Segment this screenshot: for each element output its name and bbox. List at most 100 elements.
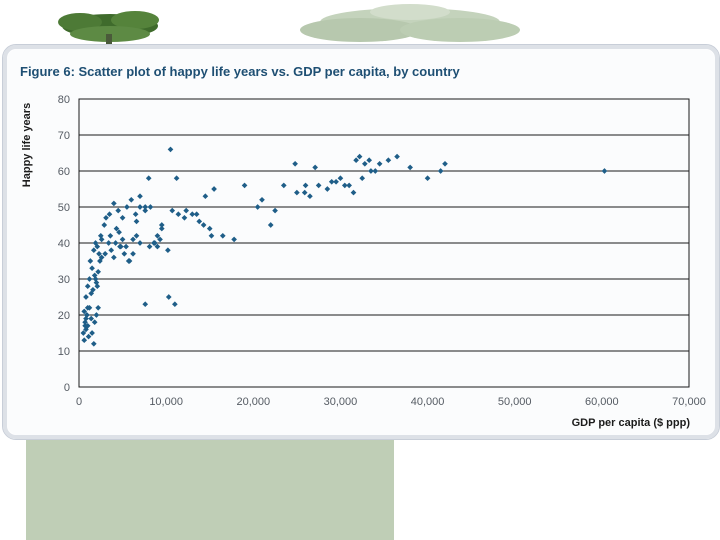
data-point — [302, 182, 309, 189]
data-point — [333, 178, 339, 185]
data-point — [324, 186, 331, 192]
data-point — [88, 315, 95, 322]
data-point — [385, 157, 392, 164]
data-point — [437, 168, 444, 174]
y-axis-label: Happy life years — [21, 103, 33, 187]
data-point — [116, 229, 122, 236]
data-point — [372, 168, 379, 174]
data-point — [133, 218, 140, 225]
data-point — [181, 214, 188, 221]
x-tick-label: 30,000 — [324, 396, 358, 408]
data-point — [94, 243, 101, 250]
data-point — [154, 232, 161, 239]
data-point — [376, 160, 383, 167]
data-point — [130, 236, 136, 243]
data-point — [124, 204, 130, 210]
data-points — [80, 146, 608, 347]
data-point — [85, 333, 92, 340]
data-point — [137, 204, 143, 210]
y-tick-label: 20 — [58, 310, 70, 322]
data-point — [165, 294, 172, 300]
data-point — [301, 189, 308, 196]
data-point — [90, 286, 96, 293]
data-point — [142, 204, 149, 210]
data-point — [86, 304, 93, 311]
data-point — [173, 175, 180, 182]
data-point — [137, 240, 143, 246]
data-point — [112, 240, 119, 246]
data-point — [107, 232, 114, 239]
data-point — [111, 200, 117, 207]
data-point — [292, 160, 298, 167]
data-point — [158, 222, 165, 228]
data-point — [90, 247, 97, 254]
data-point — [119, 214, 126, 221]
data-point — [151, 240, 158, 246]
data-point — [328, 178, 335, 185]
data-point — [189, 211, 196, 218]
data-point — [95, 304, 101, 311]
data-point — [267, 222, 274, 228]
y-tick-label: 70 — [58, 130, 70, 142]
data-point — [128, 196, 135, 203]
data-point — [83, 294, 89, 300]
data-point — [130, 250, 136, 257]
data-point — [145, 175, 152, 182]
data-point — [165, 247, 171, 254]
x-tick-label: 10,000 — [149, 396, 183, 408]
data-point — [111, 254, 117, 261]
data-point — [196, 218, 203, 225]
data-point — [307, 193, 313, 200]
data-point — [157, 236, 163, 243]
data-point — [362, 160, 368, 167]
data-point — [442, 160, 448, 167]
data-point — [341, 182, 348, 189]
data-point — [98, 254, 105, 261]
x-axis-label: GDP per capita ($ ppp) — [572, 417, 691, 429]
data-point — [102, 250, 108, 257]
data-point — [172, 301, 178, 308]
data-point — [132, 211, 139, 218]
data-point — [200, 222, 207, 228]
data-point — [356, 153, 363, 160]
data-point — [219, 232, 226, 239]
data-point — [169, 207, 176, 214]
data-point — [84, 312, 90, 318]
data-point — [90, 340, 97, 347]
data-point — [280, 182, 287, 189]
data-point — [259, 196, 265, 203]
data-point — [84, 283, 91, 290]
y-tick-label: 30 — [58, 274, 70, 286]
data-point — [175, 211, 182, 218]
data-point — [81, 337, 88, 344]
data-point — [115, 207, 122, 214]
data-point — [183, 207, 190, 214]
data-point — [91, 319, 98, 326]
y-tick-label: 60 — [58, 166, 70, 178]
data-point — [211, 186, 217, 192]
data-point — [353, 157, 359, 164]
data-point — [312, 164, 318, 171]
data-point — [424, 175, 431, 182]
data-point — [208, 232, 215, 239]
data-point — [272, 207, 278, 214]
data-point — [105, 240, 112, 246]
y-tick-label: 40 — [58, 238, 70, 250]
y-tick-label: 10 — [58, 346, 70, 358]
data-point — [359, 175, 366, 182]
data-point — [84, 322, 91, 329]
data-point — [80, 330, 87, 336]
data-point — [407, 164, 413, 171]
data-point — [142, 207, 149, 214]
data-point — [366, 157, 373, 164]
data-point — [158, 225, 165, 232]
data-point — [93, 312, 100, 318]
tree-canopy-right — [300, 4, 520, 42]
y-tick-label: 80 — [58, 94, 70, 106]
data-point — [133, 232, 140, 239]
data-point — [142, 301, 149, 308]
data-point — [117, 243, 123, 250]
data-point — [96, 250, 102, 257]
data-point — [350, 189, 357, 196]
